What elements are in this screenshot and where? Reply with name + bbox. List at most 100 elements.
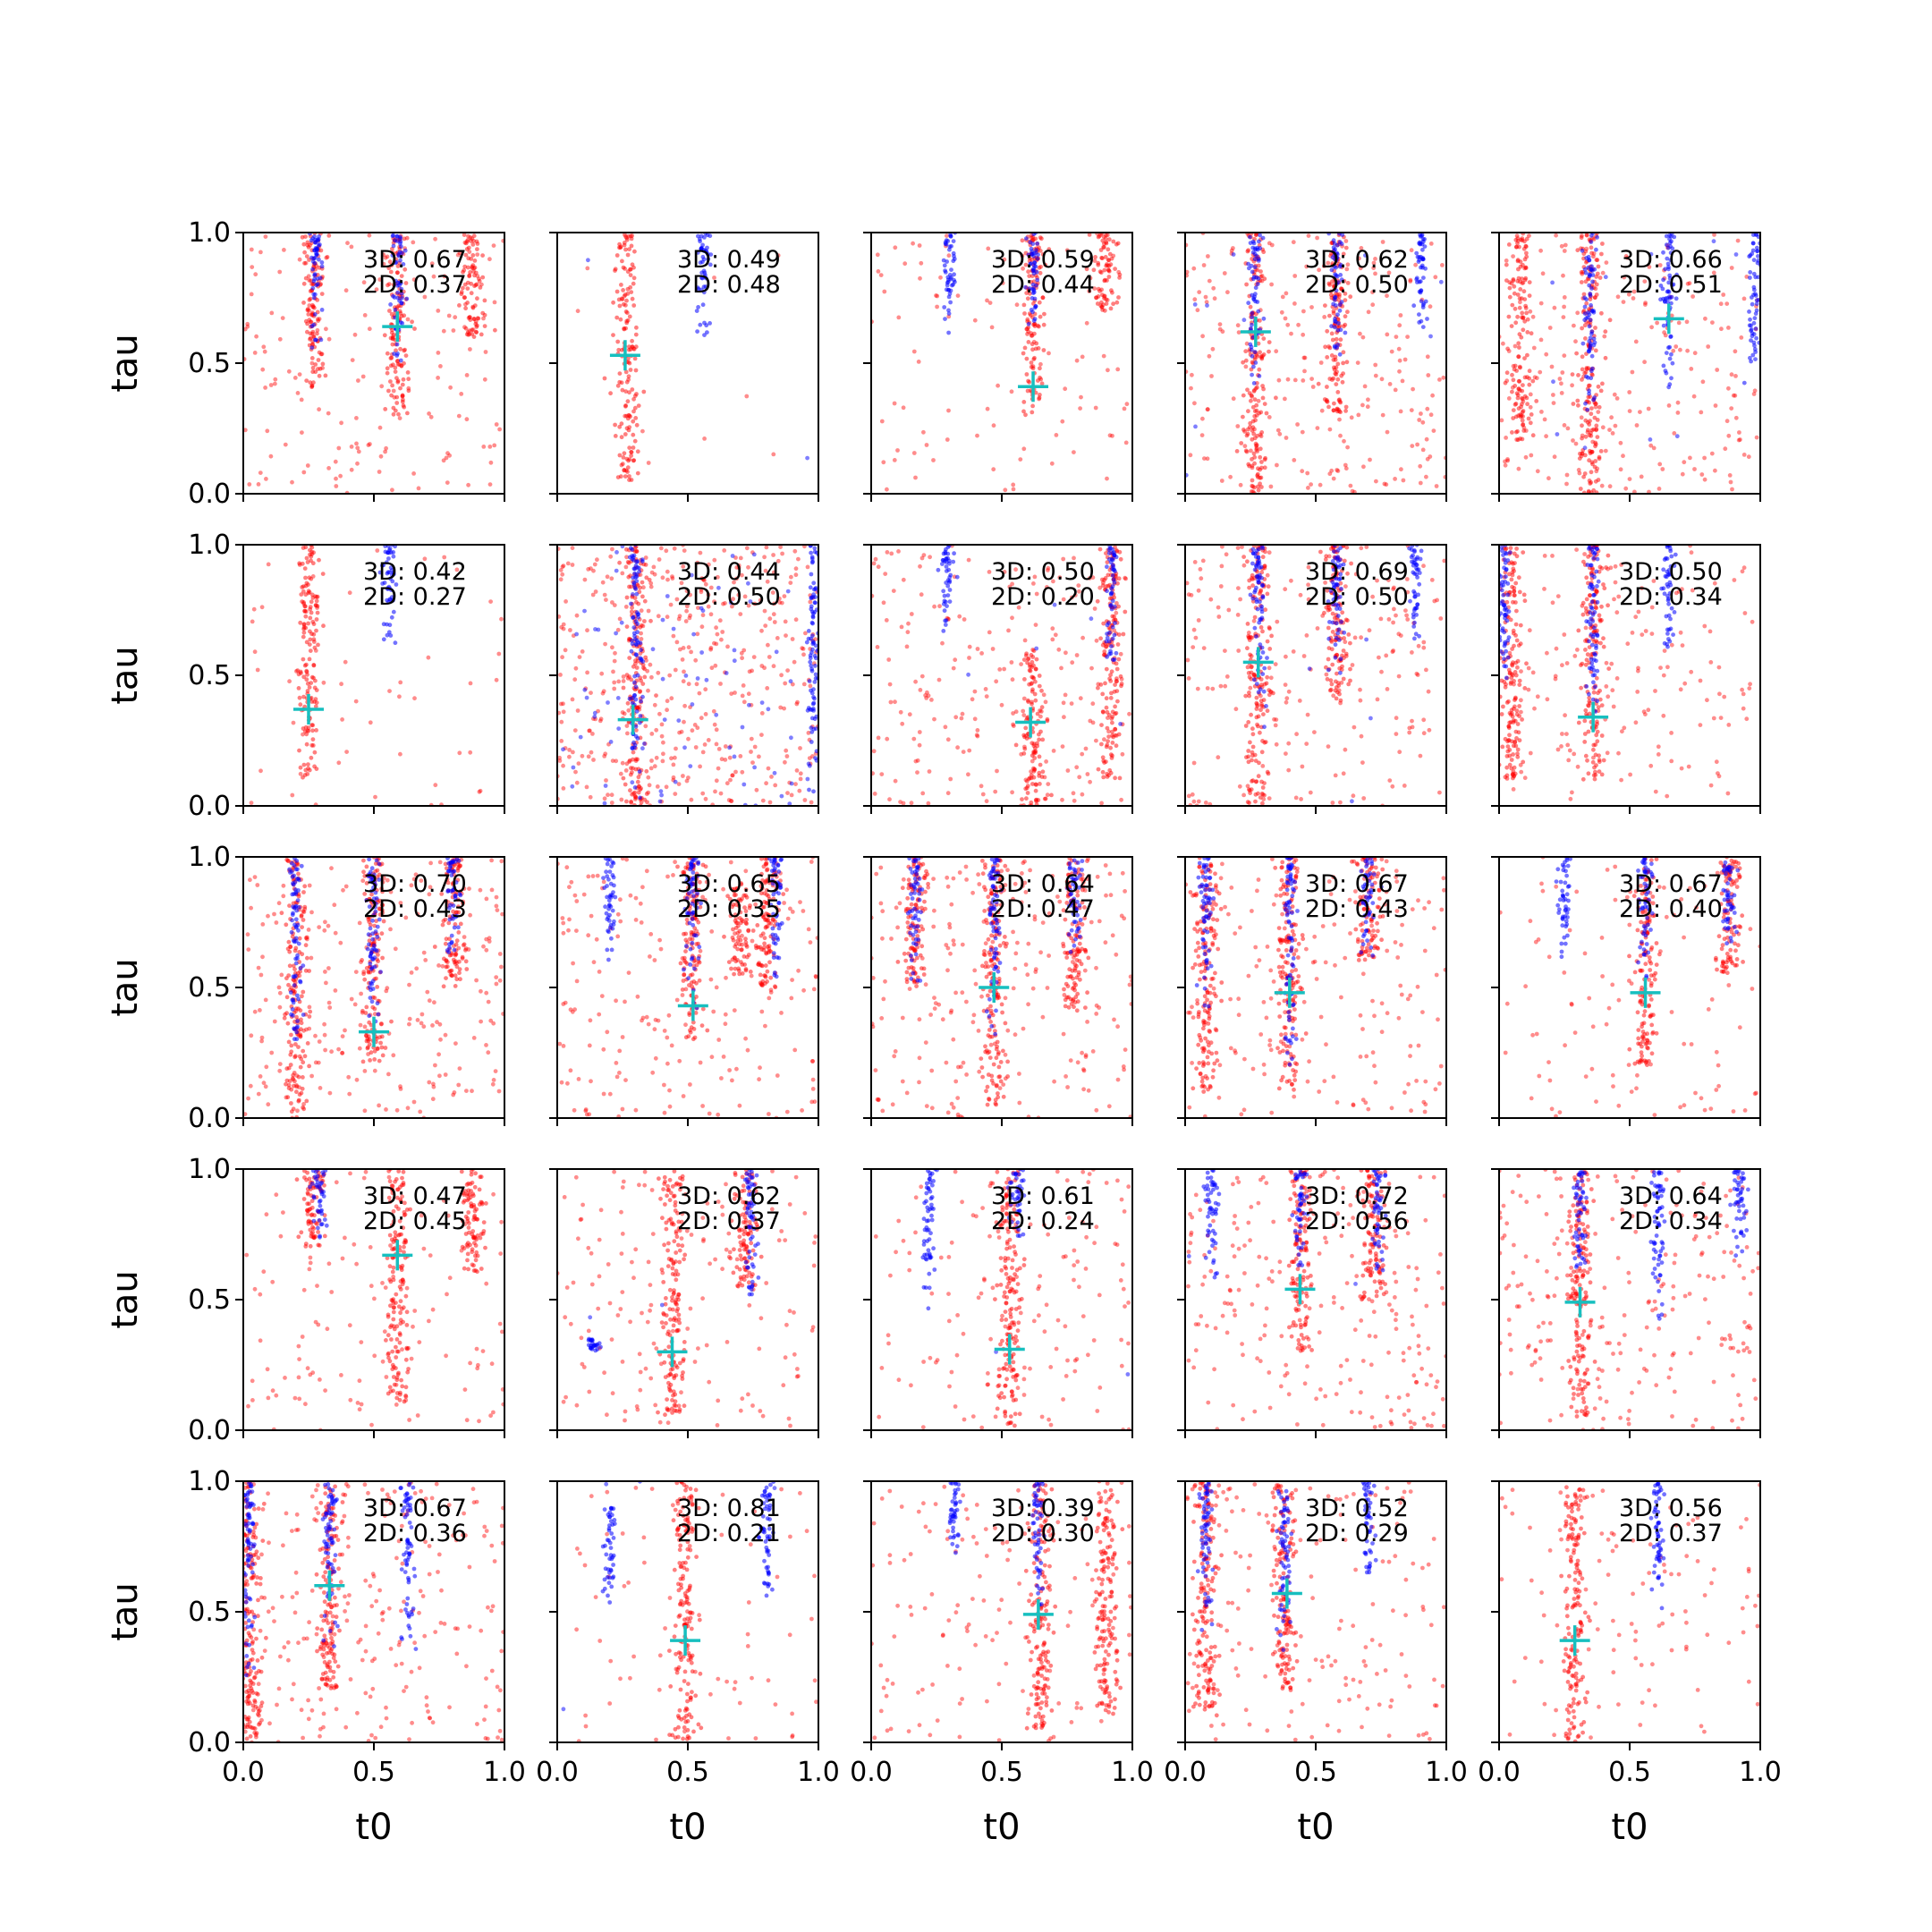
blue-point [703,284,708,289]
red-point [629,800,634,805]
red-point [625,399,631,404]
red-point [633,767,639,772]
blue-point [1333,257,1338,262]
red-point [1261,336,1267,341]
red-point [625,269,631,275]
blue-point [629,648,634,654]
red-point [405,317,411,322]
red-point [1257,760,1261,766]
red-point [1561,273,1565,278]
red-point [1242,429,1247,434]
red-point [400,382,405,387]
red-point [1046,565,1051,571]
red-point [1263,740,1268,744]
red-point [1032,746,1038,750]
red-point [1216,614,1222,619]
blue-point [1580,248,1585,253]
red-point [472,258,478,263]
red-point [1246,409,1250,414]
blue-point [574,631,579,637]
red-point [250,265,255,269]
red-point [1335,361,1341,367]
red-point [919,555,925,561]
red-point [1523,454,1529,460]
red-point [1119,682,1124,686]
red-point [584,784,589,790]
red-point [1549,364,1555,369]
red-point [888,699,894,705]
blue-point [1666,280,1672,285]
red-point [600,691,606,696]
red-point [1242,444,1248,449]
red-point [1589,449,1594,454]
red-point [1094,738,1098,743]
points-layer [243,233,504,494]
blue-point [312,273,317,278]
red-point [951,665,956,671]
red-point [1051,579,1055,584]
red-point [991,423,996,428]
red-point [1245,559,1250,564]
blue-point [398,258,402,263]
blue-point [809,572,814,577]
blue-point [809,688,813,693]
red-point [1020,797,1024,801]
red-point [1319,408,1325,413]
blue-point [809,668,815,674]
red-point [1746,454,1751,460]
red-point [1195,686,1200,691]
red-point [1712,233,1716,237]
red-point [1509,324,1514,328]
red-point [623,369,629,375]
red-point [955,293,961,298]
blue-point [942,598,947,604]
red-point [405,411,410,416]
red-point [1408,277,1413,283]
red-point [321,623,326,629]
red-point [1030,410,1035,415]
red-point [1437,377,1442,382]
red-point [1579,235,1584,241]
red-point [1380,240,1385,244]
blue-point [702,235,707,240]
red-point [1358,331,1362,336]
red-point [1038,366,1042,371]
red-point [1560,370,1565,375]
red-point [1115,367,1121,372]
red-point [1337,417,1342,422]
red-point [311,640,317,644]
red-point [1196,799,1201,804]
red-point [614,315,620,320]
red-point [1069,701,1074,706]
blue-point [703,273,708,277]
red-point [1273,662,1278,666]
blue-point [805,455,809,461]
red-point [1528,404,1533,410]
red-point [615,627,621,632]
red-point [302,609,308,614]
blue-point [809,740,814,744]
red-point [611,333,615,337]
red-point [1076,583,1081,588]
blue-point [1733,252,1739,257]
red-point [714,641,719,647]
red-point [1353,572,1359,577]
red-point [307,657,312,662]
red-point [749,750,753,754]
red-point [629,766,633,771]
red-point [1234,449,1240,453]
red-point [314,595,319,599]
red-point [1259,703,1265,708]
red-point [725,644,730,649]
blue-point [1664,351,1669,355]
red-point [1297,699,1302,703]
red-point [606,792,610,798]
red-point [1534,399,1539,403]
blue-point [310,285,316,291]
blue-point [946,308,951,313]
red-point [1754,435,1759,440]
red-point [1520,281,1525,285]
red-point [1099,723,1104,727]
red-point [708,585,714,590]
